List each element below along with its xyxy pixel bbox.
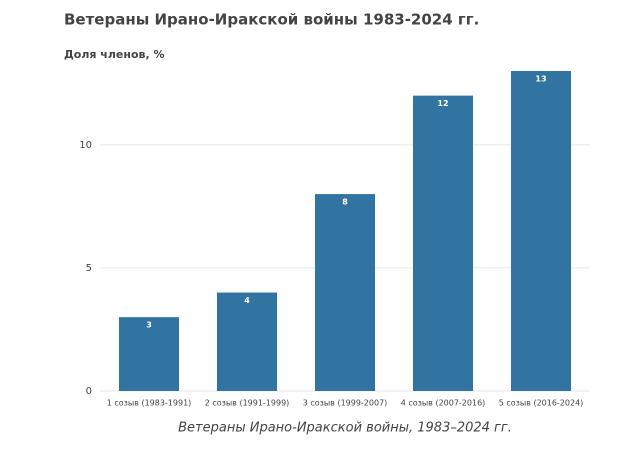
bar [315,194,375,391]
y-tick-label: 5 [86,263,92,274]
x-tick-label: 5 созыв (2016-2024) [499,399,584,408]
value-label: 8 [342,198,348,207]
x-tick-label: 4 созыв (2007-2016) [401,399,486,408]
y-axis-label: Доля членов, % [64,48,165,61]
value-label: 4 [244,296,250,305]
bar [413,95,473,391]
y-tick-label: 10 [79,140,92,151]
x-tick-label: 2 созыв (1991-1999) [205,399,290,408]
value-label: 13 [535,75,546,84]
y-tick-label: 0 [86,386,92,397]
value-label: 12 [437,99,448,108]
value-label: 3 [146,321,152,330]
chart-title: Ветераны Ирано-Иракской войны 1983-2024 … [64,11,479,29]
caption: Ветераны Ирано-Иракской войны, 1983–2024… [178,421,512,436]
bar [511,71,571,391]
bar [119,317,179,391]
x-tick-label: 1 созыв (1983-1991) [107,399,192,408]
bar [217,292,277,391]
x-tick-label: 3 созыв (1999-2007) [303,399,388,408]
